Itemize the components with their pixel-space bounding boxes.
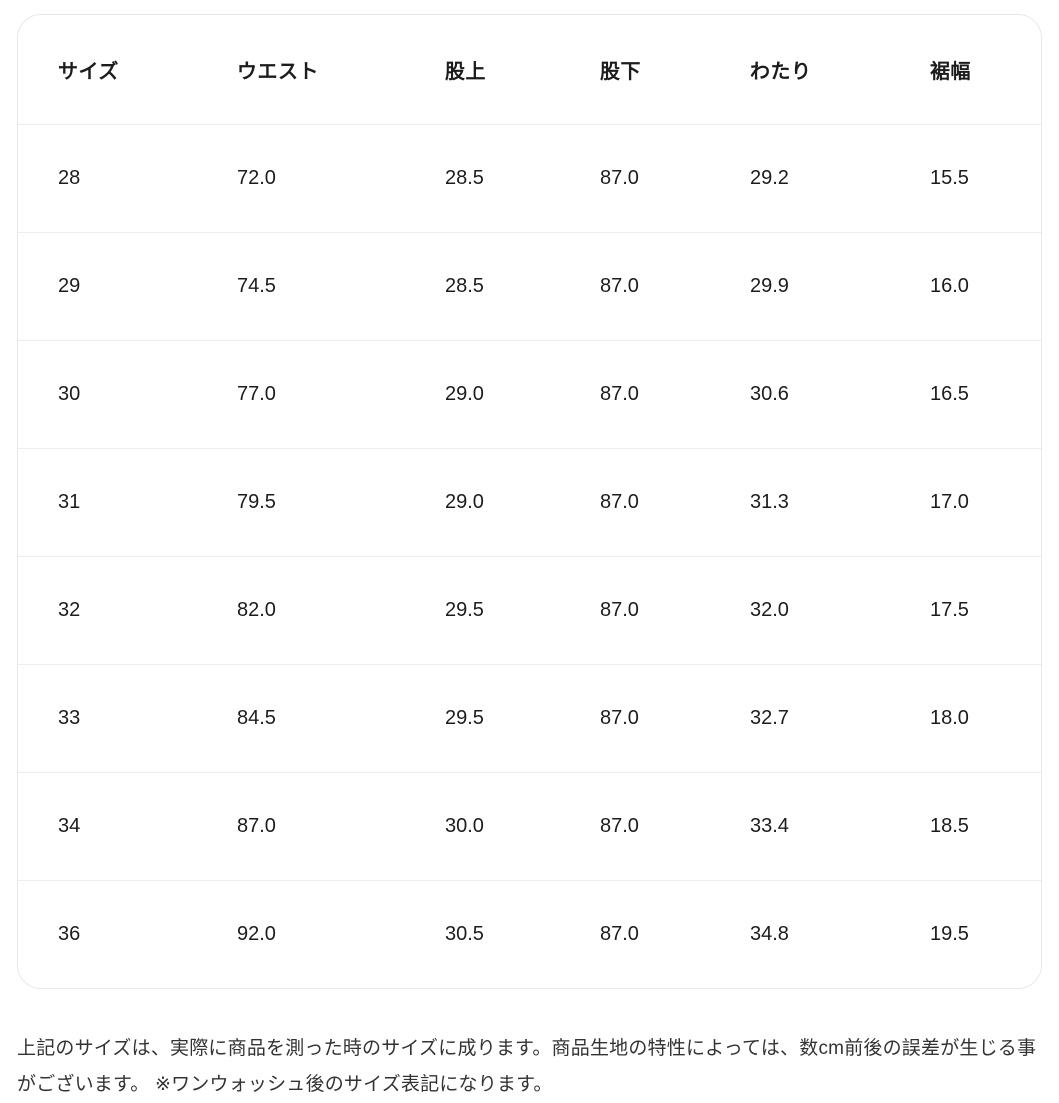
size-table-body: 28 72.0 28.5 87.0 29.2 15.5 29 74.5 28.5…: [18, 123, 1041, 988]
cell-thigh: 32.7: [710, 663, 890, 772]
column-header-hem: 裾幅: [930, 60, 971, 83]
cell-thigh: 31.3: [710, 447, 890, 556]
cell-inseam: 87.0: [560, 771, 710, 880]
cell-thigh: 29.9: [710, 231, 890, 340]
cell-hem: 15.5: [890, 123, 1041, 232]
column-header-rise: 股上: [445, 60, 486, 83]
cell-rise: 29.5: [405, 663, 560, 772]
cell-waist: 77.0: [197, 339, 405, 448]
table-row: 34 87.0 30.0 87.0 33.4 18.5: [18, 771, 1041, 880]
cell-size: 32: [18, 555, 197, 664]
cell-rise: 30.5: [405, 879, 560, 988]
table-row: 28 72.0 28.5 87.0 29.2 15.5: [18, 123, 1041, 232]
cell-inseam: 87.0: [560, 123, 710, 232]
table-row: 30 77.0 29.0 87.0 30.6 16.5: [18, 339, 1041, 448]
cell-size: 33: [18, 663, 197, 772]
cell-waist: 92.0: [197, 879, 405, 988]
cell-inseam: 87.0: [560, 879, 710, 988]
cell-waist: 87.0: [197, 771, 405, 880]
cell-hem: 18.5: [890, 771, 1041, 880]
table-row: 31 79.5 29.0 87.0 31.3 17.0: [18, 447, 1041, 556]
cell-thigh: 33.4: [710, 771, 890, 880]
cell-waist: 84.5: [197, 663, 405, 772]
cell-hem: 19.5: [890, 879, 1041, 988]
cell-thigh: 32.0: [710, 555, 890, 664]
cell-size: 30: [18, 339, 197, 448]
table-row: 36 92.0 30.5 87.0 34.8 19.5: [18, 879, 1041, 988]
cell-size: 34: [18, 771, 197, 880]
size-chart-table: サイズ ウエスト 股上 股下 わたり 裾幅 28 72.0 28.5 87.0 …: [18, 15, 1041, 988]
table-row: 29 74.5 28.5 87.0 29.9 16.0: [18, 231, 1041, 340]
cell-hem: 17.5: [890, 555, 1041, 664]
cell-waist: 82.0: [197, 555, 405, 664]
cell-thigh: 30.6: [710, 339, 890, 448]
column-header-thigh: わたり: [750, 60, 812, 83]
cell-waist: 74.5: [197, 231, 405, 340]
cell-waist: 72.0: [197, 123, 405, 232]
cell-thigh: 34.8: [710, 879, 890, 988]
column-header-inseam: 股下: [600, 60, 641, 83]
cell-hem: 17.0: [890, 447, 1041, 556]
header-row: サイズ ウエスト 股上 股下 わたり 裾幅: [18, 15, 1041, 124]
cell-hem: 16.5: [890, 339, 1041, 448]
cell-inseam: 87.0: [560, 663, 710, 772]
cell-thigh: 29.2: [710, 123, 890, 232]
cell-inseam: 87.0: [560, 555, 710, 664]
cell-size: 36: [18, 879, 197, 988]
cell-rise: 28.5: [405, 123, 560, 232]
cell-hem: 16.0: [890, 231, 1041, 340]
cell-waist: 79.5: [197, 447, 405, 556]
cell-inseam: 87.0: [560, 231, 710, 340]
size-chart-card: サイズ ウエスト 股上 股下 わたり 裾幅 28 72.0 28.5 87.0 …: [17, 14, 1042, 989]
column-header-size: サイズ: [58, 60, 119, 83]
cell-rise: 30.0: [405, 771, 560, 880]
cell-rise: 29.5: [405, 555, 560, 664]
cell-inseam: 87.0: [560, 447, 710, 556]
cell-rise: 28.5: [405, 231, 560, 340]
column-header-waist: ウエスト: [237, 60, 319, 83]
cell-inseam: 87.0: [560, 339, 710, 448]
cell-size: 29: [18, 231, 197, 340]
table-row: 33 84.5 29.5 87.0 32.7 18.0: [18, 663, 1041, 772]
cell-rise: 29.0: [405, 339, 560, 448]
cell-size: 28: [18, 123, 197, 232]
cell-hem: 18.0: [890, 663, 1041, 772]
size-note: 上記のサイズは、実際に商品を測った時のサイズに成ります。商品生地の特性によっては…: [17, 1038, 1037, 1095]
table-row: 32 82.0 29.5 87.0 32.0 17.5: [18, 555, 1041, 664]
cell-size: 31: [18, 447, 197, 556]
cell-rise: 29.0: [405, 447, 560, 556]
